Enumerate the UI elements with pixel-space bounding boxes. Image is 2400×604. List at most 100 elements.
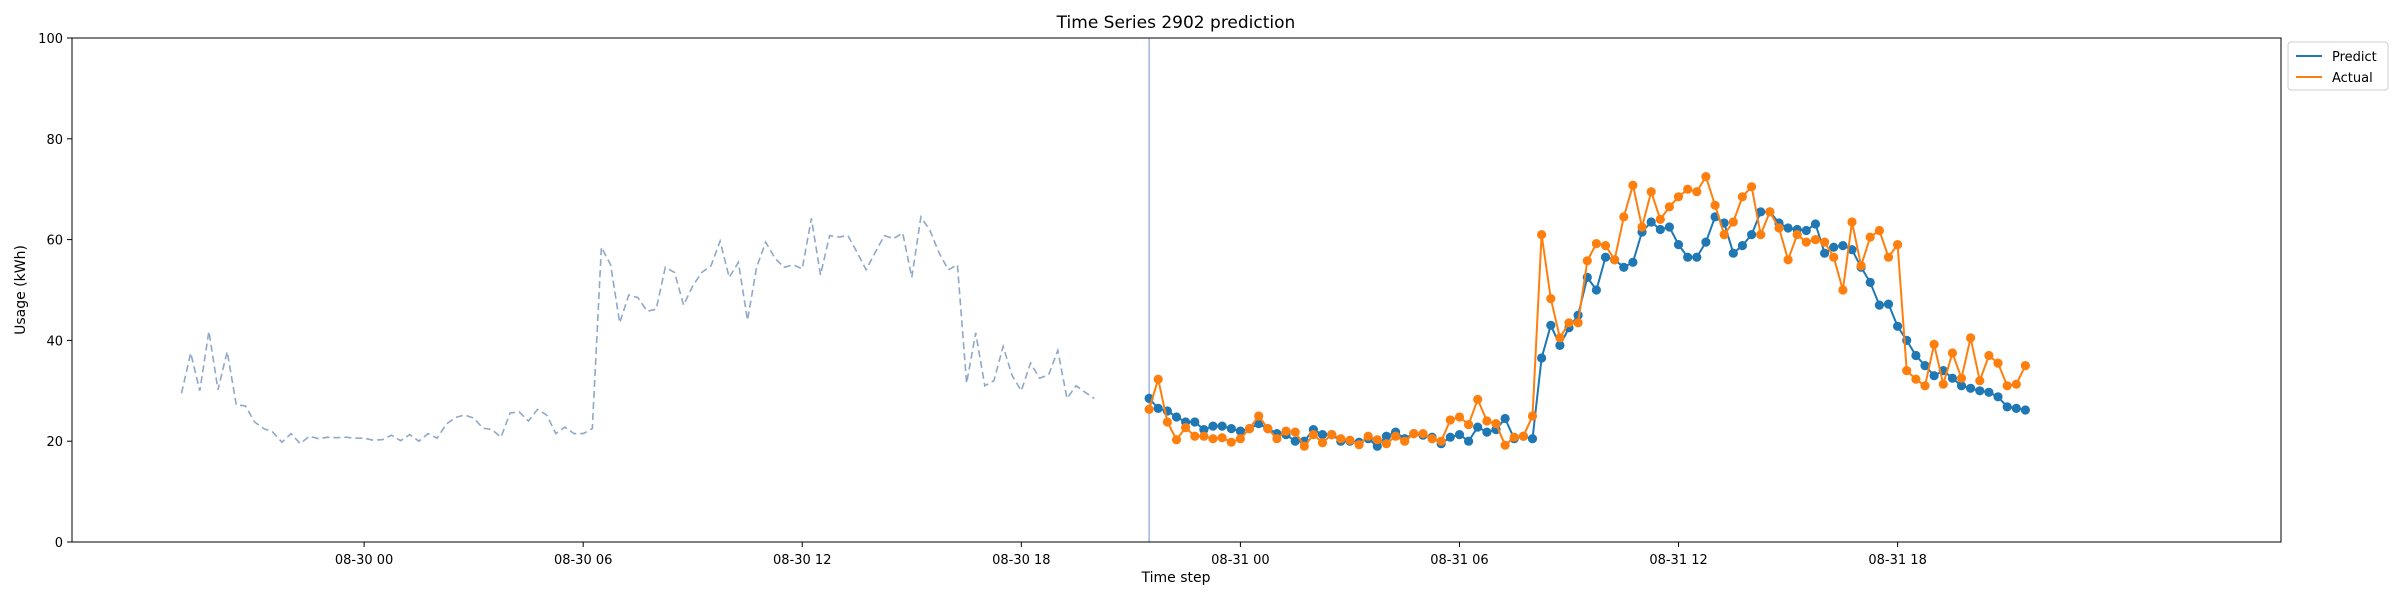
predict-point <box>1929 371 1939 381</box>
actual-point <box>2002 381 2012 391</box>
actual-point <box>1263 424 1273 434</box>
actual-point <box>1829 252 1839 262</box>
predict-point <box>1673 240 1684 250</box>
y-tick-label: 80 <box>46 133 63 148</box>
actual-point <box>1400 436 1410 446</box>
y-tick-label: 100 <box>38 32 63 47</box>
predict-point <box>2002 402 2012 412</box>
actual-point <box>1226 437 1236 447</box>
y-tick-label: 20 <box>46 435 63 450</box>
predict-point <box>1171 412 1182 422</box>
actual-point <box>1199 431 1209 441</box>
history-line <box>180 214 1095 445</box>
predict-point <box>1865 277 1875 287</box>
predict-point <box>1911 350 1921 361</box>
y-tick-label: 40 <box>46 334 63 349</box>
actual-point <box>2020 361 2030 371</box>
actual-point <box>1381 439 1391 449</box>
actual-point <box>1217 433 1227 443</box>
plot-frame <box>71 37 2282 543</box>
predict-point <box>1527 434 1538 444</box>
y-tick-label: 0 <box>55 536 63 551</box>
actual-point <box>1628 180 1638 190</box>
predict-point <box>1290 436 1300 446</box>
actual-point <box>1893 240 1903 250</box>
actual-point <box>1372 435 1382 445</box>
actual-point <box>1719 230 1729 240</box>
actual-point <box>1564 318 1574 328</box>
actual-point <box>1509 432 1519 442</box>
axes-layer: 0 20 40 60 80 100 08-30 00 08-30 06 08-30 12 08-3… <box>38 32 2282 568</box>
actual-point <box>1190 431 1200 441</box>
predict-point <box>1728 248 1738 258</box>
predict-point <box>1464 436 1474 446</box>
predict-point <box>1810 219 1821 229</box>
actual-point <box>1162 417 1172 427</box>
actual-point <box>1482 416 1492 426</box>
actual-point <box>1473 394 1483 404</box>
actual-point <box>1518 431 1528 441</box>
actual-point <box>1281 426 1291 436</box>
history-layer <box>180 214 1095 445</box>
actual-point <box>1290 427 1300 437</box>
actual-point <box>1464 420 1474 430</box>
series-actual <box>1144 172 2030 451</box>
actual-point <box>1637 222 1647 232</box>
predict-point <box>1829 242 1839 252</box>
actual-point <box>1546 294 1556 304</box>
predict-point <box>1546 320 1556 330</box>
actual-point <box>1975 376 1985 386</box>
actual-point <box>1336 434 1346 444</box>
actual-point <box>1436 436 1446 446</box>
legend: Predict Actual <box>2287 41 2389 91</box>
x-axis-label: Time step <box>1141 570 1211 586</box>
actual-point <box>1865 232 1875 242</box>
actual-point <box>1902 366 1912 376</box>
legend-label-predict: Predict <box>2332 50 2377 65</box>
actual-point <box>1418 429 1428 439</box>
predict-point <box>1847 245 1857 255</box>
actual-point <box>1747 182 1757 192</box>
predict-point <box>1591 285 1601 295</box>
predict-point <box>1445 432 1455 442</box>
predict-point <box>1984 387 1994 397</box>
x-tick-label: 08-30 18 <box>992 553 1050 568</box>
predict-point <box>1664 222 1674 232</box>
predict-point <box>1482 427 1492 437</box>
actual-point <box>1171 435 1182 445</box>
actual-point <box>1308 430 1318 440</box>
actual-point <box>1272 434 1282 444</box>
actual-point <box>1847 217 1857 227</box>
actual-point <box>1537 230 1547 240</box>
actual-point <box>1792 230 1802 240</box>
predict-point <box>1600 252 1611 262</box>
predict-point <box>1226 424 1236 434</box>
actual-point <box>1929 339 1939 349</box>
actual-point <box>1354 440 1364 450</box>
y-axis-label: Usage (kWh) <box>13 245 29 335</box>
actual-point <box>1756 230 1766 240</box>
actual-point <box>1947 348 1957 358</box>
predict-point <box>1756 207 1766 217</box>
predict-point <box>2020 405 2030 415</box>
actual-point <box>1527 411 1538 421</box>
actual-point <box>1391 431 1401 441</box>
actual-point <box>1144 404 1154 414</box>
predict-point <box>1646 217 1656 227</box>
actual-point <box>1327 430 1337 440</box>
predict-point <box>1153 403 1163 413</box>
actual-point <box>1363 431 1373 441</box>
predict-point <box>1190 417 1200 427</box>
actual-point <box>1683 184 1693 194</box>
actual-point <box>1774 223 1784 233</box>
predict-point <box>1692 252 1702 262</box>
actual-point <box>1181 423 1191 433</box>
actual-point <box>1445 415 1455 425</box>
x-tick-label: 08-30 06 <box>554 553 612 568</box>
actual-point <box>1491 419 1501 429</box>
actual-point <box>1646 187 1656 197</box>
predict-point <box>1199 425 1209 435</box>
actual-point <box>1345 435 1355 445</box>
chart-title: Time Series 2902 prediction <box>1056 13 1296 33</box>
